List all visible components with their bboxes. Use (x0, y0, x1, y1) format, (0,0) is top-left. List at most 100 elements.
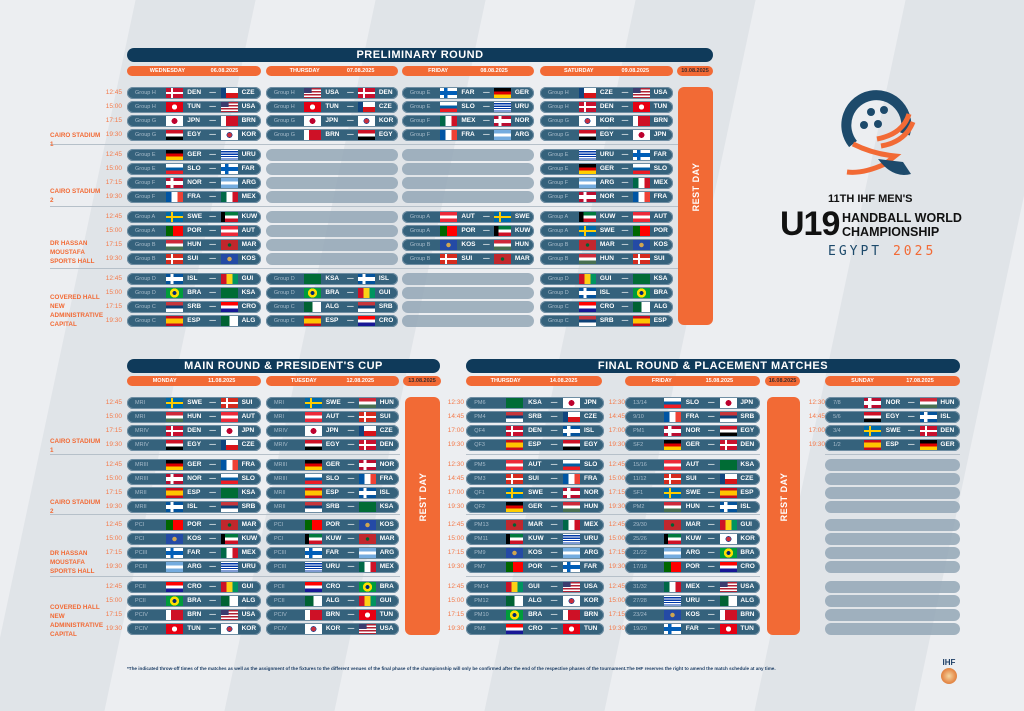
match-row[interactable]: Group H DEN — TUN (540, 101, 673, 113)
match-row[interactable]: 9/10 FRA — SRB (625, 411, 760, 423)
match-row[interactable]: 15/16 AUT — KSA (625, 459, 760, 471)
match-row[interactable]: 25/26 KUW — KOR (625, 533, 760, 545)
match-row[interactable]: Group A KUW — AUT (540, 211, 673, 223)
match-row[interactable]: MRII ESP — ISL (266, 487, 399, 499)
match-row[interactable]: SF1 SWE — ESP (625, 487, 760, 499)
match-row[interactable]: MRIII GER — NOR (266, 459, 399, 471)
match-row[interactable]: MRI SWE — SUI (127, 397, 261, 409)
match-row[interactable]: Group A POR — KUW (402, 225, 534, 237)
match-row[interactable]: Group H USA — DEN (266, 87, 398, 99)
match-row[interactable]: Group H DEN — CZE (127, 87, 261, 99)
match-row[interactable]: 23/24 KOS — BRN (625, 609, 760, 621)
match-row[interactable]: Group D BRA — KSA (127, 287, 261, 299)
match-row[interactable]: PCIV BRN — USA (127, 609, 261, 621)
match-row[interactable]: 21/22 ARG — BRA (625, 547, 760, 559)
match-row[interactable]: Group A POR — AUT (127, 225, 261, 237)
match-row[interactable]: Group C SRB — CRO (127, 301, 261, 313)
match-row[interactable]: MRIII GER — FRA (127, 459, 261, 471)
match-row[interactable]: Group G EGY — JPN (540, 129, 673, 141)
match-row[interactable]: Group C CRO — ALG (540, 301, 673, 313)
match-row[interactable]: PM8 CRO — TUN (466, 623, 604, 635)
match-row[interactable]: PCII CRO — GUI (127, 581, 261, 593)
match-row[interactable]: Group B SUI — MAR (402, 253, 534, 265)
match-row[interactable]: PM2 HUN — ISL (625, 501, 760, 513)
match-row[interactable]: Group G EGY — KOR (127, 129, 261, 141)
match-row[interactable]: 29/30 MAR — GUI (625, 519, 760, 531)
match-row[interactable]: PM4 SRB — CZE (466, 411, 604, 423)
match-row[interactable]: Group E SLO — URU (402, 101, 534, 113)
match-row[interactable]: Group B SUI — KOS (127, 253, 261, 265)
match-row[interactable]: Group H TUN — CZE (266, 101, 398, 113)
match-row[interactable]: Group C ALG — SRB (266, 301, 398, 313)
match-row[interactable]: 7/8 NOR — HUN (825, 397, 960, 409)
match-row[interactable]: PCIII ARG — URU (127, 561, 261, 573)
match-row[interactable]: PCIV BRN — TUN (266, 609, 399, 621)
match-row[interactable]: Group A SWE — POR (540, 225, 673, 237)
match-row[interactable]: Group E GER — URU (127, 149, 261, 161)
match-row[interactable]: PM14 GUI — USA (466, 581, 604, 593)
match-row[interactable]: PCI POR — KOS (266, 519, 399, 531)
match-row[interactable]: Group D BRA — GUI (266, 287, 398, 299)
match-row[interactable]: MRIII NOR — SLO (127, 473, 261, 485)
match-row[interactable]: Group E URU — FAR (540, 149, 673, 161)
match-row[interactable]: MRI SWE — HUN (266, 397, 399, 409)
match-row[interactable]: SF2 GER — DEN (625, 439, 760, 451)
match-row[interactable]: PCII CRO — BRA (266, 581, 399, 593)
match-row[interactable]: 13/14 SLO — JPN (625, 397, 760, 409)
match-row[interactable]: MRI HUN — AUT (127, 411, 261, 423)
match-row[interactable]: MRII ISL — SRB (127, 501, 261, 513)
match-row[interactable]: 3/4 SWE — DEN (825, 425, 960, 437)
match-row[interactable]: Group H CZE — USA (540, 87, 673, 99)
match-row[interactable]: Group G JPN — BRN (127, 115, 261, 127)
match-row[interactable]: 17/18 POR — CRO (625, 561, 760, 573)
match-row[interactable]: Group B MAR — KOS (540, 239, 673, 251)
match-row[interactable]: PM11 KUW — URU (466, 533, 604, 545)
match-row[interactable]: 5/6 EGY — ISL (825, 411, 960, 423)
match-row[interactable]: PM6 KSA — JPN (466, 397, 604, 409)
match-row[interactable]: PM5 AUT — SLO (466, 459, 604, 471)
match-row[interactable]: MRIV EGY — DEN (266, 439, 399, 451)
match-row[interactable]: Group A AUT — SWE (402, 211, 534, 223)
match-row[interactable]: MRIII SLO — FRA (266, 473, 399, 485)
match-row[interactable]: 1/2 ESP — GER (825, 439, 960, 451)
match-row[interactable]: PM10 BRA — BRN (466, 609, 604, 621)
match-row[interactable]: PCIV TUN — KOR (127, 623, 261, 635)
match-row[interactable]: Group A SWE — KUW (127, 211, 261, 223)
match-row[interactable]: Group F NOR — FRA (540, 191, 673, 203)
match-row[interactable]: PCI KOS — KUW (127, 533, 261, 545)
match-row[interactable]: MRI AUT — SUI (266, 411, 399, 423)
match-row[interactable]: PM3 SUI — FRA (466, 473, 604, 485)
match-row[interactable]: PCII ALG — GUI (266, 595, 399, 607)
match-row[interactable]: MRIV JPN — CZE (266, 425, 399, 437)
match-row[interactable]: PM12 ALG — KOR (466, 595, 604, 607)
match-row[interactable]: 11/12 SUI — CZE (625, 473, 760, 485)
match-row[interactable]: Group B KOS — HUN (402, 239, 534, 251)
match-row[interactable]: QF2 GER — HUN (466, 501, 604, 513)
match-row[interactable]: Group B HUN — MAR (127, 239, 261, 251)
match-row[interactable]: Group F ARG — MEX (540, 177, 673, 189)
match-row[interactable]: Group E GER — SLO (540, 163, 673, 175)
match-row[interactable]: Group G BRN — EGY (266, 129, 398, 141)
match-row[interactable]: PCI POR — MAR (127, 519, 261, 531)
match-row[interactable]: Group E FAR — GER (402, 87, 534, 99)
match-row[interactable]: Group C ESP — ALG (127, 315, 261, 327)
match-row[interactable]: Group D GUI — KSA (540, 273, 673, 285)
match-row[interactable]: QF4 DEN — ISL (466, 425, 604, 437)
match-row[interactable]: PCIII FAR — ARG (266, 547, 399, 559)
match-row[interactable]: PM9 KOS — ARG (466, 547, 604, 559)
match-row[interactable]: Group D KSA — ISL (266, 273, 398, 285)
match-row[interactable]: MRIV EGY — CZE (127, 439, 261, 451)
match-row[interactable]: Group F FRA — ARG (402, 129, 534, 141)
match-row[interactable]: MRII ESP — KSA (127, 487, 261, 499)
match-row[interactable]: 31/32 MEX — USA (625, 581, 760, 593)
match-row[interactable]: MRII SRB — KSA (266, 501, 399, 513)
match-row[interactable]: PCIII URU — MEX (266, 561, 399, 573)
match-row[interactable]: QF1 SWE — NOR (466, 487, 604, 499)
match-row[interactable]: Group G KOR — BRN (540, 115, 673, 127)
match-row[interactable]: 27/28 URU — ALG (625, 595, 760, 607)
match-row[interactable]: Group F MEX — NOR (402, 115, 534, 127)
match-row[interactable]: PCI KUW — MAR (266, 533, 399, 545)
match-row[interactable]: Group D ISL — BRA (540, 287, 673, 299)
match-row[interactable]: 19/20 FAR — TUN (625, 623, 760, 635)
match-row[interactable]: PCII BRA — ALG (127, 595, 261, 607)
